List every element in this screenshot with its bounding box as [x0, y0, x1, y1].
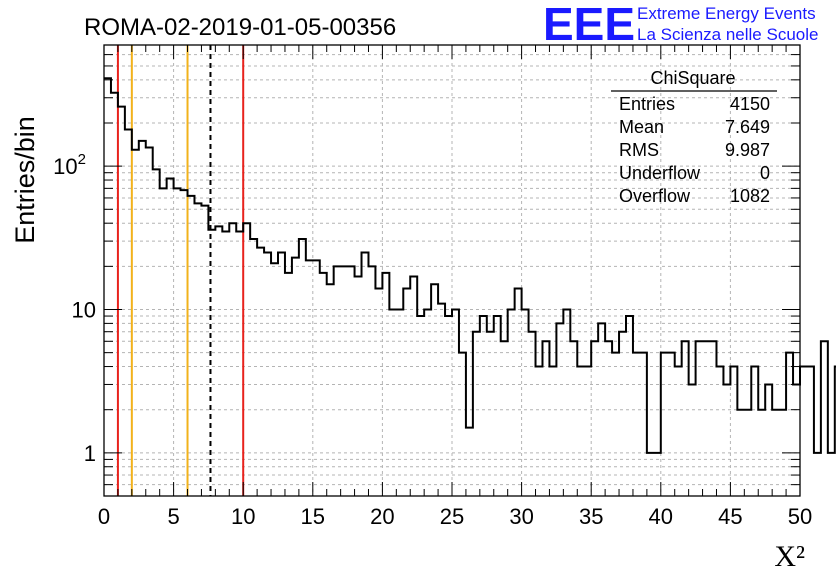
- x-axis-label: X²: [774, 540, 805, 572]
- x-tick-label: 15: [301, 504, 325, 529]
- x-tick-label: 0: [98, 504, 110, 529]
- eee-logo: EEE Extreme Energy Events La Scienza nel…: [543, 0, 818, 50]
- x-tick-label: 5: [167, 504, 179, 529]
- histogram-line: [104, 77, 836, 454]
- stats-row-label: Mean: [619, 117, 664, 137]
- y-tick-label: 102: [53, 151, 86, 179]
- stats-name: ChiSquare: [650, 68, 735, 88]
- x-tick-labels: 0 5 10 15 20 25 30 35 40 45 50: [98, 504, 812, 529]
- x-tick-label: 45: [718, 504, 742, 529]
- x-tick-label: 20: [370, 504, 394, 529]
- x-tick-label: 30: [509, 504, 533, 529]
- stats-row-label: Overflow: [619, 186, 691, 206]
- stats-box: ChiSquare Entries 4150 Mean 7.649 RMS 9.987 Un…: [611, 68, 777, 206]
- y-tick-label: 1: [84, 441, 96, 466]
- histogram-series: [104, 77, 836, 454]
- stats-row-value: 1082: [730, 186, 770, 206]
- stats-rows: Entries 4150 Mean 7.649 RMS 9.987 Underflow 0 Ov…: [619, 94, 770, 206]
- x-tick-label: 25: [440, 504, 464, 529]
- chart-title: ROMA-02-2019-01-05-00356: [84, 14, 396, 41]
- marker-lines: [116, 45, 245, 496]
- stats-row-value: 9.987: [725, 140, 770, 160]
- stats-row-label: RMS: [619, 140, 659, 160]
- y-axis-label: Entries/bin: [10, 116, 40, 244]
- stats-row-value: 0: [760, 163, 770, 183]
- x-tick-label: 50: [788, 504, 812, 529]
- x-tick-label: 35: [579, 504, 603, 529]
- stats-row-value: 4150: [730, 94, 770, 114]
- stats-row-label: Underflow: [619, 163, 701, 183]
- logo-mark: EEE: [543, 0, 635, 50]
- axis-ticks: [103, 44, 801, 497]
- logo-line2: La Scienza nelle Scuole: [637, 25, 818, 44]
- y-tick-label: 10: [72, 297, 96, 322]
- grid: [104, 45, 800, 496]
- stats-row-value: 7.649: [725, 117, 770, 137]
- logo-line1: Extreme Energy Events: [637, 4, 816, 23]
- x-tick-label: 40: [649, 504, 673, 529]
- stats-row-label: Entries: [619, 94, 675, 114]
- y-tick-labels: 1 10 102: [53, 151, 96, 466]
- x-tick-label: 10: [231, 504, 255, 529]
